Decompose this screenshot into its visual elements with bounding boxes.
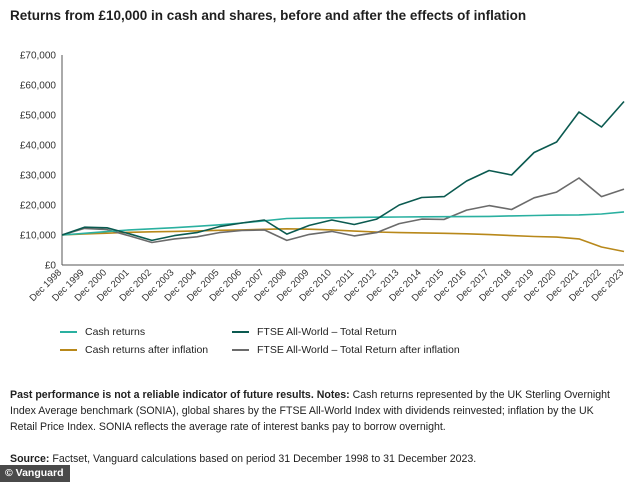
legend-swatch [232,331,249,333]
y-tick-label: £30,000 [20,171,57,182]
legend-item: FTSE All-World – Total Return after infl… [232,344,460,356]
legend-item: FTSE All-World – Total Return [232,326,397,338]
series-line-3 [61,177,625,244]
y-tick-label: £10,000 [20,231,57,242]
source-bold: Source: [10,453,50,465]
y-tick-label: £70,000 [20,51,57,62]
legend-item: Cash returns [60,326,145,338]
legend-label: Cash returns [85,326,146,338]
source-line: Source: Factset, Vanguard calculations b… [10,453,476,465]
y-tick-label: £0 [45,261,57,272]
notes-text: Cash returns represented by the UK Sterl… [10,389,610,433]
source-text: Factset, Vanguard calculations based on … [49,453,477,465]
legend-label: FTSE All-World – Total Return [257,326,397,338]
series-line-0 [61,211,625,236]
vanguard-credit: © Vanguard [0,465,70,482]
series-line-2 [61,228,625,253]
y-tick-label: £50,000 [20,111,57,122]
notes-paragraph: Past performance is not a reliable indic… [10,387,622,435]
y-tick-label: £40,000 [20,141,57,152]
chart-title: Returns from £10,000 in cash and shares,… [10,8,527,23]
legend-swatch [232,349,249,351]
notes-bold: Past performance is not a reliable indic… [10,389,350,401]
y-tick-label: £60,000 [20,81,57,92]
legend-item: Cash returns after inflation [60,344,208,356]
legend-label: FTSE All-World – Total Return after infl… [257,344,460,356]
legend-label: Cash returns after inflation [85,344,209,356]
legend-swatch [60,331,77,333]
y-tick-label: £20,000 [20,201,57,212]
legend-swatch [60,349,77,351]
series-line-1 [61,100,625,242]
line-chart: £0 £10,000 £20,000 £30,000 £40,000 £50,000 £60… [20,51,626,304]
